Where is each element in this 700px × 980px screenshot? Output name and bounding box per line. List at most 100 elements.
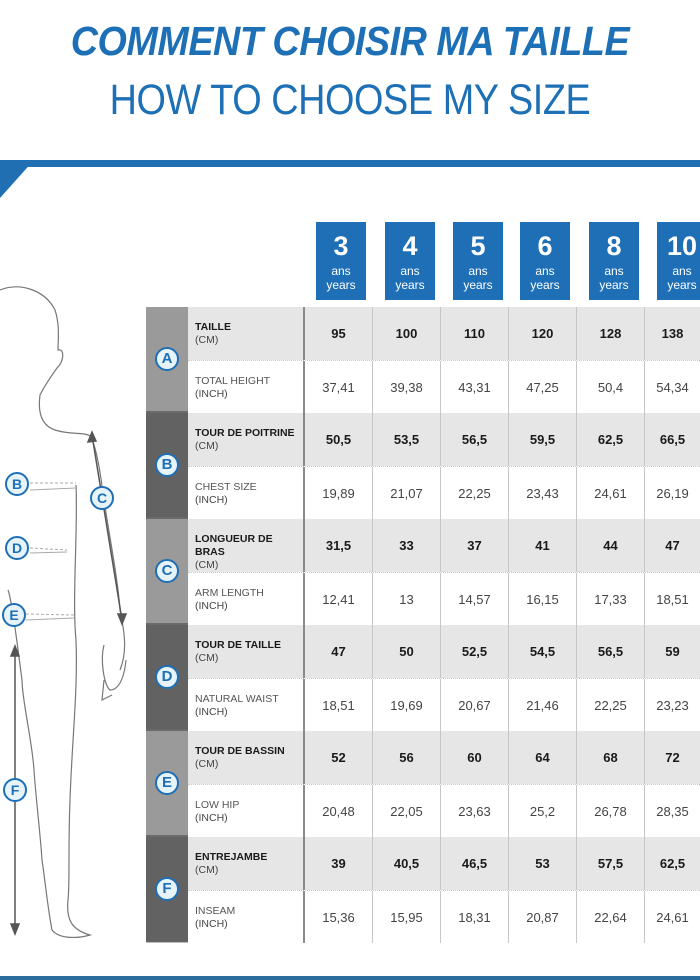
table-cell: 72	[665, 750, 680, 765]
table-cell: 59	[665, 644, 680, 659]
table-row-inch: INSEAM (INCH) 15,36 15,95 18,31 20,87 22…	[188, 890, 700, 943]
measure-group-f: F ENTREJAMBE (CM) 39 40,5 46,5 53 57,5 6…	[146, 837, 700, 943]
table-row-cm: TOUR DE POITRINE (CM) 50,5 53,5 56,5 59,…	[188, 413, 700, 466]
table-cell: 15,36	[305, 891, 373, 943]
table-cell: 56,5	[577, 625, 645, 678]
table-row-inch: LOW HIP (INCH) 20,48 22,05 23,63 25,2 26…	[188, 784, 700, 837]
table-cell: 44	[577, 519, 645, 572]
size-table: A TAILLE (CM) 95 100 110 120 128 138 TOT…	[146, 307, 700, 943]
table-cell: 50,5	[305, 413, 373, 466]
table-cell: 15,95	[373, 891, 441, 943]
row-label: ARM LENGTH (INCH)	[188, 573, 305, 625]
table-cell: 22,64	[577, 891, 645, 943]
table-cell: 25,2	[509, 785, 577, 837]
table-cell: 64	[509, 731, 577, 784]
marker-d: D	[5, 536, 29, 560]
table-cell: 47,25	[509, 361, 577, 413]
table-cell: 41	[509, 519, 577, 572]
table-cell: 59,5	[509, 413, 577, 466]
measure-group-d: D TOUR DE TAILLE (CM) 47 50 52,5 54,5 56…	[146, 625, 700, 731]
table-cell: 28,35	[656, 804, 689, 819]
row-label: TOUR DE TAILLE (CM)	[188, 625, 305, 678]
table-cell: 68	[577, 731, 645, 784]
table-cell: 22,05	[373, 785, 441, 837]
table-row-inch: NATURAL WAIST (INCH) 18,51 19,69 20,67 2…	[188, 678, 700, 731]
table-cell: 23,63	[441, 785, 509, 837]
age-badge-6: 6 ans years	[520, 222, 570, 300]
table-row-cm: ENTREJAMBE (CM) 39 40,5 46,5 53 57,5 62,…	[188, 837, 700, 890]
age-badge-5: 5 ans years	[453, 222, 503, 300]
table-cell: 56	[373, 731, 441, 784]
table-cell: 17,33	[577, 573, 645, 625]
table-cell: 13	[373, 573, 441, 625]
table-cell: 53,5	[373, 413, 441, 466]
table-cell: 24,61	[656, 910, 689, 925]
table-cell: 39	[305, 837, 373, 890]
table-cell: 14,57	[441, 573, 509, 625]
table-cell: 20,48	[305, 785, 373, 837]
row-label: CHEST SIZE (INCH)	[188, 467, 305, 519]
table-cell: 66,5	[659, 432, 686, 447]
table-cell: 20,87	[509, 891, 577, 943]
table-cell: 33	[373, 519, 441, 572]
row-label: LONGUEUR DE BRAS (CM)	[188, 519, 305, 572]
measure-group-e: E TOUR DE BASSIN (CM) 52 56 60 64 68 72 …	[146, 731, 700, 837]
row-label: TOTAL HEIGHT (INCH)	[188, 361, 305, 413]
table-cell: 24,61	[577, 467, 645, 519]
table-cell: 95	[305, 307, 373, 360]
table-row-inch: CHEST SIZE (INCH) 19,89 21,07 22,25 23,4…	[188, 466, 700, 519]
row-label: TOUR DE POITRINE (CM)	[188, 413, 305, 466]
group-letter-column: E	[146, 731, 188, 835]
table-cell: 21,07	[373, 467, 441, 519]
marker-b: B	[5, 472, 29, 496]
table-cell: 43,31	[441, 361, 509, 413]
table-cell: 47	[305, 625, 373, 678]
row-label: INSEAM (INCH)	[188, 891, 305, 943]
age-badge-3: 3 ans years	[316, 222, 366, 300]
table-cell: 50	[373, 625, 441, 678]
table-row-cm: LONGUEUR DE BRAS (CM) 31,5 33 37 41 44 4…	[188, 519, 700, 572]
marker-f: F	[3, 778, 27, 802]
table-cell: 26,78	[577, 785, 645, 837]
page-title-en: HOW TO CHOOSE MY SIZE	[109, 76, 591, 124]
table-cell: 16,15	[509, 573, 577, 625]
table-cell: 56,5	[441, 413, 509, 466]
row-label: TAILLE (CM)	[188, 307, 305, 360]
measure-group-c: C LONGUEUR DE BRAS (CM) 31,5 33 37 41 44…	[146, 519, 700, 625]
table-row-cm: TAILLE (CM) 95 100 110 120 128 138	[188, 307, 700, 360]
group-letter-badge: E	[155, 771, 179, 795]
age-badge-8: 8 ans years	[589, 222, 639, 300]
table-cell: 31,5	[305, 519, 373, 572]
measure-group-b: B TOUR DE POITRINE (CM) 50,5 53,5 56,5 5…	[146, 413, 700, 519]
table-cell: 52,5	[441, 625, 509, 678]
table-cell: 19,69	[373, 679, 441, 731]
row-label: LOW HIP (INCH)	[188, 785, 305, 837]
group-letter-column: C	[146, 519, 188, 623]
table-cell: 23,43	[509, 467, 577, 519]
table-cell: 22,25	[577, 679, 645, 731]
table-cell: 128	[577, 307, 645, 360]
row-label: TOUR DE BASSIN (CM)	[188, 731, 305, 784]
table-cell: 138	[661, 326, 684, 341]
table-cell: 39,38	[373, 361, 441, 413]
table-cell: 23,23	[656, 698, 689, 713]
table-cell: 50,4	[577, 361, 645, 413]
table-row-cm: TOUR DE BASSIN (CM) 52 56 60 64 68 72	[188, 731, 700, 784]
table-cell: 46,5	[441, 837, 509, 890]
group-letter-column: A	[146, 307, 188, 411]
group-letter-badge: C	[155, 559, 179, 583]
table-cell: 21,46	[509, 679, 577, 731]
table-cell: 62,5	[659, 856, 686, 871]
table-cell: 57,5	[577, 837, 645, 890]
row-label: ENTREJAMBE (CM)	[188, 837, 305, 890]
table-cell: 60	[441, 731, 509, 784]
table-cell: 40,5	[373, 837, 441, 890]
table-cell: 18,51	[305, 679, 373, 731]
table-cell: 100	[373, 307, 441, 360]
table-cell: 37	[441, 519, 509, 572]
table-cell: 20,67	[441, 679, 509, 731]
table-cell: 54,5	[509, 625, 577, 678]
group-letter-column: F	[146, 837, 188, 942]
corner-wedge	[0, 160, 34, 198]
table-cell: 22,25	[441, 467, 509, 519]
